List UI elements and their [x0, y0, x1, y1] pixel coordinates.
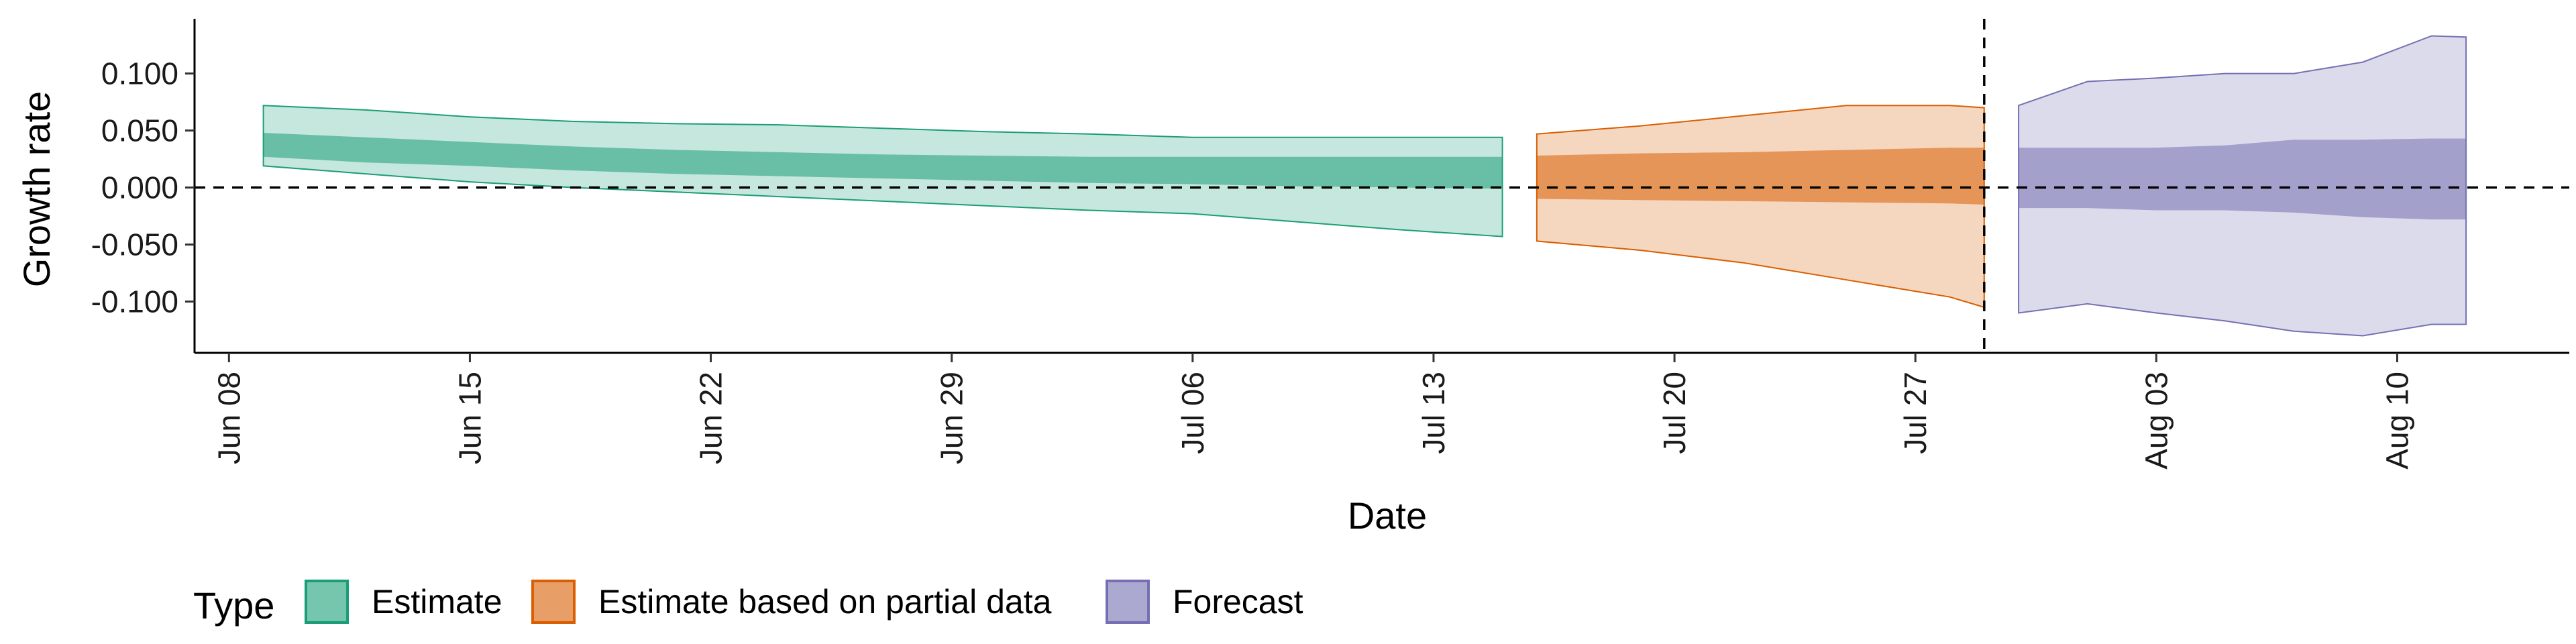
x-axis-title: Date — [1348, 494, 1427, 537]
series-estimate-based-on-partial-data — [1536, 105, 1985, 309]
x-tick-label: Jul 27 — [1898, 372, 1933, 454]
legend-title: Type — [193, 584, 274, 627]
x-axis-ticks: Jun 08 Jun 15 Jun 22 Jun 29 Jul 06 Jul 13 Jul … — [211, 353, 2415, 470]
y-axis-ticks: 0.100 0.050 0.000 -0.050 -0.100 — [91, 56, 195, 319]
reference-lines — [195, 19, 2569, 353]
x-tick-label: Jul 20 — [1657, 372, 1692, 454]
x-tick-label: Jun 15 — [452, 372, 487, 464]
legend-label: Estimate — [372, 583, 502, 621]
y-tick-label: 0.000 — [101, 170, 178, 205]
legend: Type Estimate Estimate based on partial d… — [193, 580, 1303, 627]
x-tick-label: Jun 08 — [211, 372, 246, 464]
ribbons-layer — [262, 35, 2467, 337]
legend-entry: Estimate — [305, 580, 502, 624]
legend-entry: Forecast — [1106, 580, 1303, 624]
legend-swatch — [531, 580, 576, 624]
outer-interval-band — [1536, 105, 1985, 309]
x-tick-label: Jul 06 — [1175, 372, 1210, 454]
legend-entry: Estimate based on partial data — [531, 580, 1052, 624]
x-tick-label: Aug 10 — [2380, 372, 2415, 470]
y-tick-label: -0.100 — [91, 284, 178, 319]
y-tick-label: 0.100 — [101, 56, 178, 91]
x-tick-label: Aug 03 — [2139, 372, 2174, 470]
legend-swatch — [305, 580, 349, 624]
inner-interval-band — [263, 133, 1503, 189]
legend-label: Estimate based on partial data — [598, 583, 1052, 621]
legend-swatch — [1106, 580, 1150, 624]
inner-interval-band — [2019, 138, 2467, 220]
series-estimate — [262, 105, 1503, 237]
inner-interval-band — [1536, 148, 1984, 205]
series-forecast — [2018, 35, 2467, 337]
x-tick-label: Jun 22 — [694, 372, 729, 464]
legend-label: Forecast — [1173, 583, 1303, 621]
y-tick-label: -0.050 — [91, 227, 178, 262]
x-tick-label: Jul 13 — [1416, 372, 1451, 454]
y-tick-label: 0.050 — [101, 113, 178, 148]
x-tick-label: Jun 29 — [934, 372, 969, 464]
y-axis-title: Growth rate — [15, 91, 58, 288]
